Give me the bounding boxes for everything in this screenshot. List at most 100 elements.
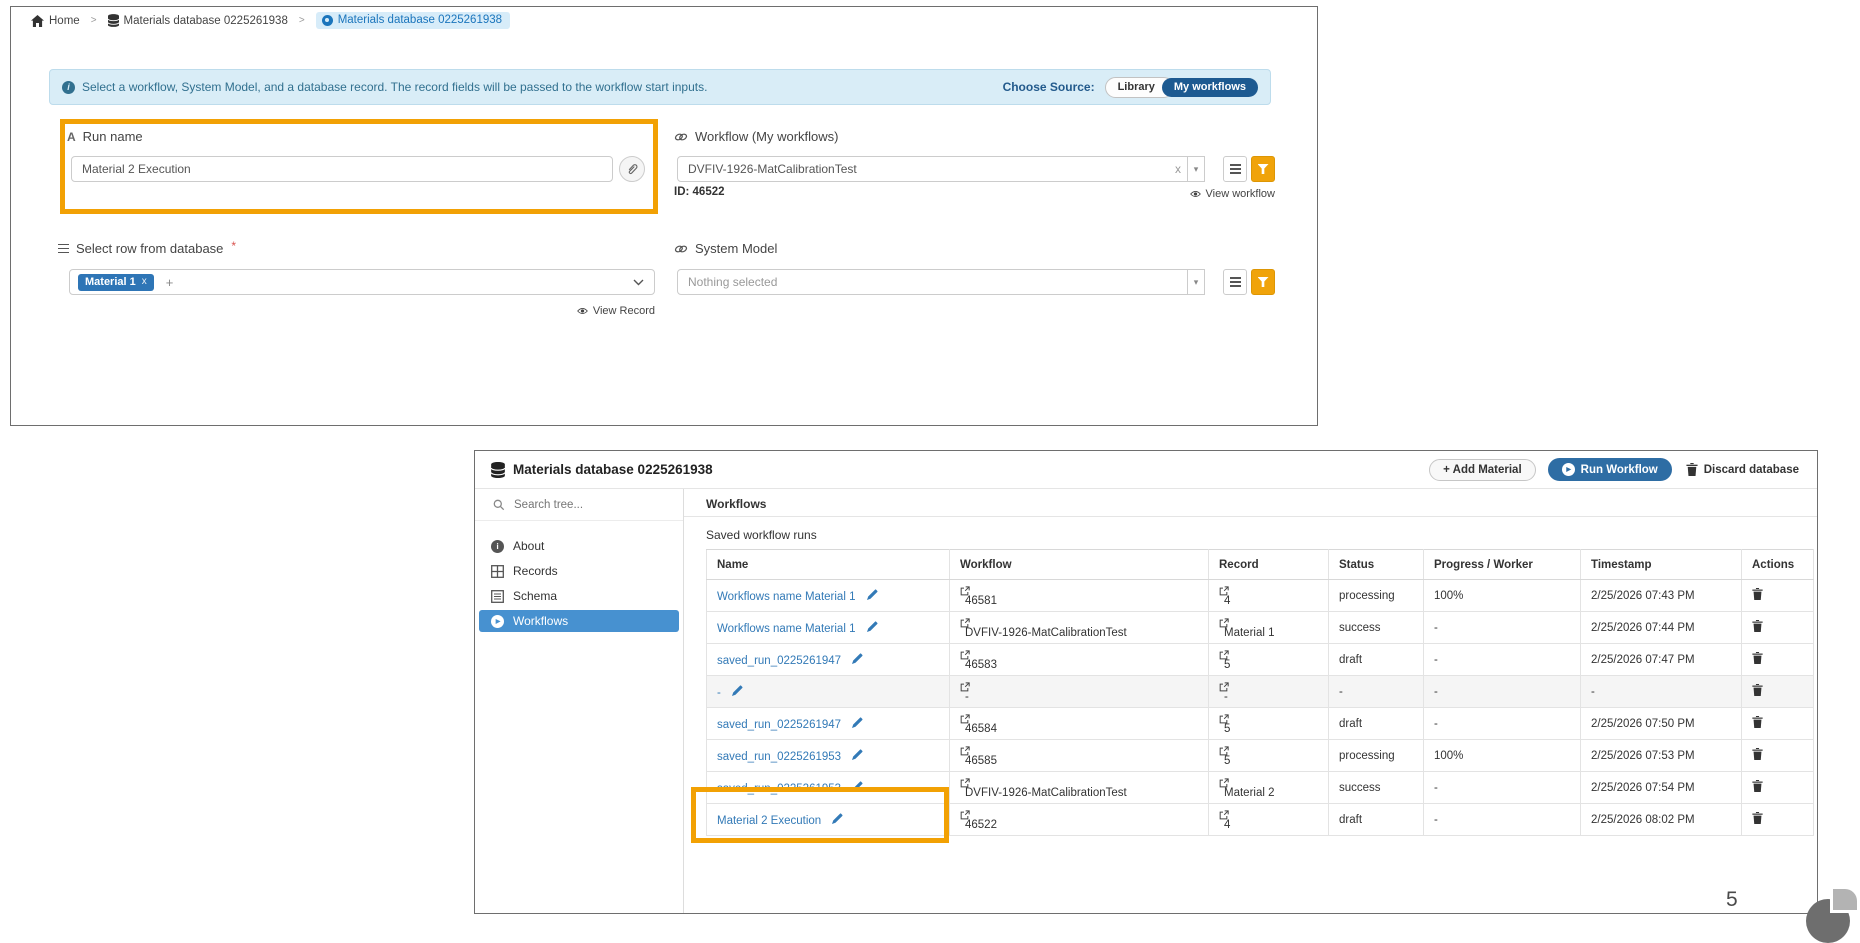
delete-run-button[interactable] [1752, 812, 1763, 824]
workflow-cell-value[interactable]: 46581 [965, 594, 997, 607]
run-name-label: Run name [82, 129, 143, 144]
breadcrumb-home-label: Home [49, 14, 80, 27]
delete-run-button[interactable] [1752, 748, 1763, 760]
delete-run-button[interactable] [1752, 716, 1763, 728]
run-name-link[interactable]: Workflows name Material 1 [717, 622, 856, 635]
delete-run-button[interactable] [1752, 684, 1763, 696]
breadcrumb-current[interactable]: Materials database 0225261938 [315, 12, 511, 29]
list-icon [58, 243, 69, 254]
remove-tag-icon[interactable]: x [141, 276, 147, 287]
table-row[interactable]: Material 2 Execution 46522 4 draft - 2/2… [706, 803, 1814, 836]
record-cell-value[interactable]: Material 2 [1224, 786, 1275, 799]
sidebar-item-workflows[interactable]: ▶ Workflows [479, 610, 679, 632]
edit-pencil-icon[interactable] [732, 684, 743, 696]
search-input[interactable] [514, 499, 654, 511]
external-link-icon [1219, 649, 1318, 660]
record-cell-value[interactable]: - [1224, 690, 1228, 703]
run-name-link[interactable]: - [717, 686, 721, 699]
workflow-cell-value[interactable]: DVFIV-1926-MatCalibrationTest [965, 626, 1127, 639]
edit-pencil-icon[interactable] [852, 716, 863, 728]
run-workflow-button[interactable]: ▶ Run Workflow [1547, 458, 1672, 481]
source-library-toggle[interactable]: Library [1104, 76, 1174, 98]
table-row[interactable]: saved_run_0225261947 46583 5 draft - 2/2… [706, 643, 1814, 676]
record-cell-value[interactable]: 5 [1224, 754, 1231, 767]
saved-runs-subheading: Saved workflow runs [706, 528, 817, 542]
view-workflow-link[interactable]: View workflow [1171, 188, 1275, 200]
table-row[interactable]: Workflows name Material 1 DVFIV-1926-Mat… [706, 611, 1814, 644]
run-name-link[interactable]: Workflows name Material 1 [717, 590, 856, 603]
sidebar-item-records[interactable]: Records [479, 560, 679, 582]
workflow-select[interactable]: DVFIV-1926-MatCalibrationTest x ▾ [677, 156, 1205, 182]
select-row-label-row: Select row from database * [58, 238, 237, 256]
edit-pencil-icon[interactable] [852, 780, 863, 792]
edit-pencil-icon[interactable] [832, 812, 843, 824]
run-name-link[interactable]: Material 2 Execution [717, 814, 822, 827]
system-model-select[interactable]: Nothing selected ▾ [677, 269, 1205, 295]
edit-pencil-icon[interactable] [866, 620, 878, 632]
run-name-link[interactable]: saved_run_0225261953 [717, 750, 842, 763]
workflow-cell-value[interactable]: DVFIV-1926-MatCalibrationTest [965, 786, 1127, 799]
workflow-cell-value[interactable]: - [965, 690, 969, 703]
info-icon: i [491, 539, 504, 553]
run-name-link[interactable]: saved_run_0225261947 [717, 654, 842, 667]
breadcrumb-home[interactable]: Home [31, 14, 80, 27]
record-cell-value[interactable]: 5 [1224, 722, 1231, 735]
delete-run-button[interactable] [1752, 588, 1763, 600]
workflow-filter-button[interactable] [1251, 156, 1275, 182]
timestamp-cell: 2/25/2026 08:02 PM [1580, 803, 1742, 836]
timestamp-cell: 2/25/2026 07:43 PM [1580, 579, 1742, 612]
workflow-list-button[interactable] [1223, 156, 1247, 182]
database-row-select[interactable]: Material 1 x + [69, 269, 655, 295]
edit-pencil-icon[interactable] [852, 748, 863, 760]
run-name-input[interactable] [71, 156, 613, 182]
system-model-list-button[interactable] [1223, 269, 1247, 295]
breadcrumb-database-label: Materials database 0225261938 [123, 14, 288, 27]
workflow-cell-value[interactable]: 46583 [965, 658, 997, 671]
chevron-down-icon[interactable] [633, 279, 644, 286]
record-cell-value[interactable]: 4 [1224, 818, 1231, 831]
add-record-icon[interactable]: + [165, 274, 174, 290]
workflow-id: ID: 46522 [674, 186, 725, 198]
table-row[interactable]: Workflows name Material 1 46581 4 proces… [706, 579, 1814, 612]
database-icon [491, 461, 505, 478]
timestamp-cell: 2/25/2026 07:54 PM [1580, 771, 1742, 804]
play-icon: ▶ [491, 614, 504, 628]
breadcrumb-database[interactable]: Materials database 0225261938 [107, 14, 288, 27]
view-record-link[interactable]: View Record [551, 305, 655, 317]
chevron-down-icon[interactable]: ▾ [1187, 270, 1204, 294]
system-model-filter-button[interactable] [1251, 269, 1275, 295]
sidebar-item-label: Workflows [513, 614, 569, 628]
table-row[interactable]: - - - - - - [706, 675, 1814, 708]
required-asterisk: * [231, 238, 237, 253]
table-row[interactable]: saved_run_0225261953 DVFIV-1926-MatCalib… [706, 771, 1814, 804]
add-material-button[interactable]: + Add Material [1429, 458, 1536, 481]
discard-database-button[interactable]: Discard database [1684, 459, 1801, 480]
run-name-link[interactable]: saved_run_0225261953 [717, 782, 842, 795]
run-workflow-label: Run Workflow [1580, 463, 1658, 476]
workflow-cell-value[interactable]: 46584 [965, 722, 997, 735]
edit-pencil-icon[interactable] [852, 652, 863, 664]
col-header-status: Status [1328, 549, 1424, 580]
run-name-link[interactable]: saved_run_0225261947 [717, 718, 842, 731]
edit-pencil-icon[interactable] [866, 588, 878, 600]
progress-cell: - [1423, 611, 1581, 644]
tree-search[interactable] [475, 489, 683, 521]
workflow-cell-value[interactable]: 46522 [965, 818, 997, 831]
sidebar-item-schema[interactable]: Schema [479, 585, 679, 607]
record-cell-value[interactable]: 5 [1224, 658, 1231, 671]
paperclip-button[interactable] [619, 156, 645, 182]
source-my-workflows-toggle[interactable]: My workflows [1161, 77, 1258, 97]
record-cell-value[interactable]: 4 [1224, 594, 1231, 607]
sidebar-item-about[interactable]: i About [479, 535, 679, 557]
chevron-down-icon[interactable]: ▾ [1187, 157, 1204, 181]
view-record-label: View Record [592, 305, 655, 317]
workflow-cell-value[interactable]: 46585 [965, 754, 997, 767]
external-link-icon [1219, 681, 1318, 692]
table-row[interactable]: saved_run_0225261953 46585 5 processing … [706, 739, 1814, 772]
clear-selection-icon[interactable]: x [1175, 162, 1181, 176]
delete-run-button[interactable] [1752, 620, 1763, 632]
delete-run-button[interactable] [1752, 652, 1763, 664]
table-row[interactable]: saved_run_0225261947 46584 5 draft - 2/2… [706, 707, 1814, 740]
delete-run-button[interactable] [1752, 780, 1763, 792]
record-cell-value[interactable]: Material 1 [1224, 626, 1275, 639]
